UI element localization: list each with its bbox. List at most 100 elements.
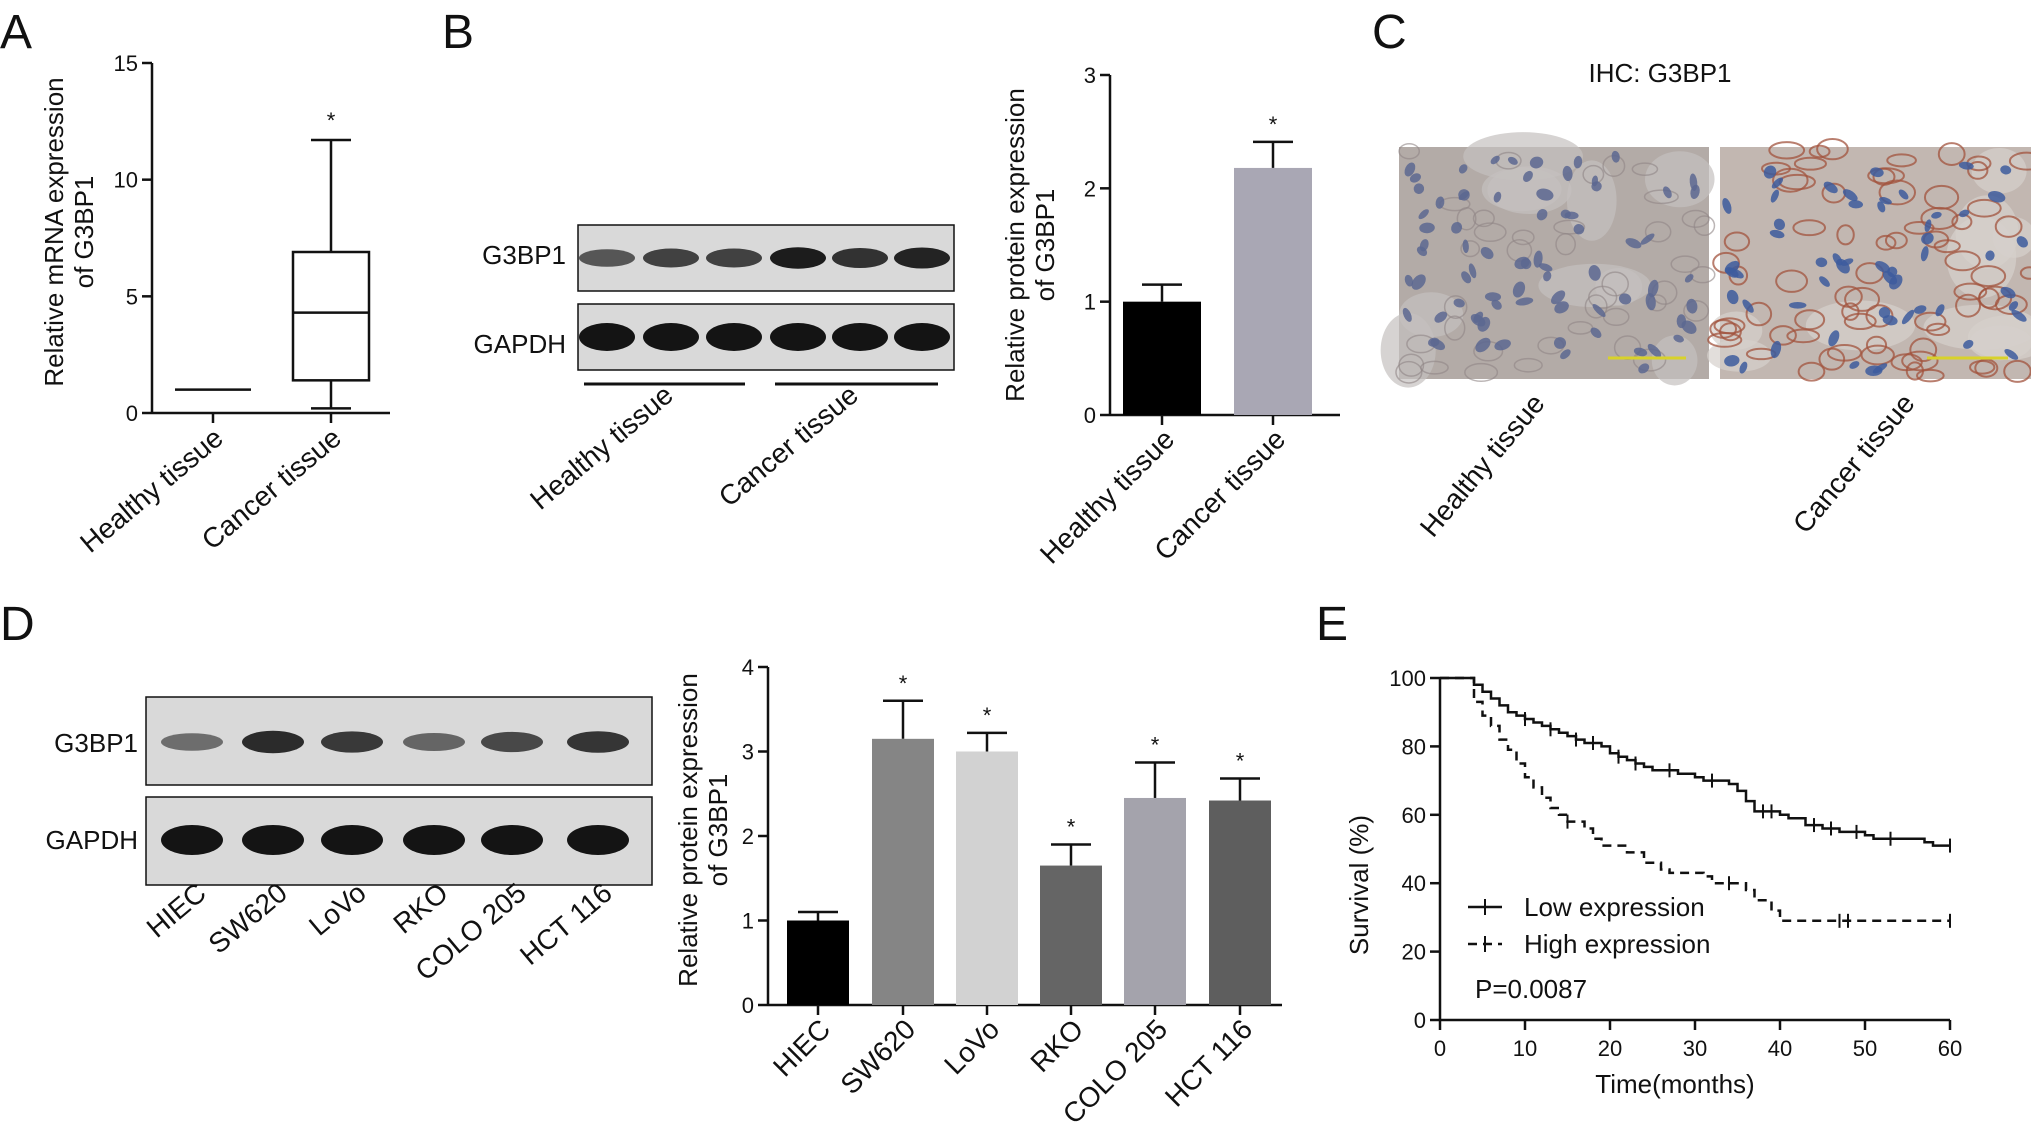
panel-b-ylabel-line1: Relative protein expression: [1000, 88, 1030, 402]
ihc-nucleus: [2004, 348, 2019, 360]
b-blot-group-label-healthy: Healthy tissue: [524, 379, 679, 516]
d-y-tick-label: 4: [742, 655, 754, 680]
ihc-nucleus: [1920, 246, 1929, 262]
ihc-nucleus: [1434, 311, 1448, 323]
ihc-nucleus: [1590, 327, 1602, 339]
ihc-nucleus: [1514, 256, 1530, 270]
b-band-g3bp1-3: [770, 247, 826, 269]
ihc-tissue-region: [1946, 216, 2017, 299]
ihc-nucleus: [1491, 299, 1502, 310]
e-series-low-line: [1440, 676, 1950, 847]
b-band-g3bp1-0: [579, 249, 635, 267]
d-band-g3bp1-4: [481, 731, 543, 753]
ihc-nucleus: [1419, 239, 1429, 252]
ihc-nucleus: [1462, 239, 1469, 254]
ihc-stain: [1793, 156, 1827, 171]
ihc-stain: [1955, 293, 1982, 318]
ihc-cell-outline: [1443, 295, 1468, 319]
ihc-stain: [1792, 219, 1827, 237]
ihc-nucleus: [1418, 209, 1429, 220]
ihc-nucleus: [1870, 167, 1884, 178]
legend-label-low: Low expression: [1524, 892, 1705, 922]
ihc-nucleus: [1726, 289, 1739, 305]
ihc-nucleus: [2008, 301, 2019, 311]
ihc-stain: [1916, 368, 1945, 383]
ihc-cell-outline: [1460, 240, 1481, 258]
ihc-nucleus: [1771, 177, 1784, 189]
ihc-nucleus: [1523, 170, 1533, 182]
ihc-nucleus: [1554, 301, 1569, 314]
d-bar-0: [787, 920, 849, 1005]
e-x-tick-label: 0: [1434, 1036, 1446, 1061]
ihc-nucleus: [1770, 340, 1782, 359]
ihc-tissue-region: [1969, 325, 2031, 361]
ihc-nucleus: [1490, 155, 1500, 165]
panel-letter-d: D: [0, 598, 35, 651]
ihc-image-healthy: [1380, 132, 1716, 388]
d-x-tick-label: HIEC: [767, 1013, 836, 1082]
d-blot-lane-label: SW620: [203, 877, 293, 960]
ihc-nucleus: [1507, 156, 1518, 165]
ihc-nucleus: [1475, 337, 1491, 353]
d-y-tick-label: 3: [742, 740, 754, 765]
panel-letter-b: B: [442, 6, 474, 59]
panel-e-xlabel: Time(months): [1595, 1069, 1754, 1099]
ihc-stain: [2008, 151, 2031, 171]
ihc-nucleus: [1889, 274, 1903, 290]
ihc-nucleus: [1480, 247, 1494, 260]
d-band-g3bp1-0: [161, 733, 223, 751]
d-band-gapdh-3: [403, 825, 465, 855]
ihc-nucleus: [1985, 250, 1995, 261]
ihc-nucleus: [1453, 298, 1465, 308]
b-blot-g3bp1-strip: [577, 224, 955, 292]
ihc-nucleus: [2011, 309, 2027, 322]
panel-letter-e: E: [1316, 598, 1348, 651]
ihc-stain: [1905, 361, 1925, 381]
ihc-nucleus: [1882, 315, 1898, 326]
ihc-tissue-region: [1644, 151, 1715, 208]
e-y-tick-label: 80: [1402, 734, 1426, 759]
panel-a-ylabel-line1: Relative mRNA expression: [39, 77, 69, 386]
ihc-nucleus: [1769, 229, 1785, 239]
ihc-cell-outline: [1644, 221, 1672, 243]
ihc-nucleus: [1647, 343, 1662, 358]
ihc-nucleus: [1402, 307, 1412, 322]
d-band-gapdh-5: [567, 825, 629, 855]
e-x-tick-label: 60: [1938, 1036, 1962, 1061]
panel-a-ylabel-line2: of G3BP1: [69, 176, 99, 289]
ihc-stain: [1944, 250, 1981, 272]
ihc-stain: [1914, 311, 1947, 332]
ihc-nucleus: [1681, 320, 1697, 334]
d-bar-1-significance: *: [899, 671, 908, 696]
ihc-stain: [1970, 265, 2007, 288]
ihc-nucleus: [1618, 293, 1632, 305]
ihc-nucleus: [1819, 276, 1830, 287]
panel-e-ylabel: Survival (%): [1344, 815, 1374, 955]
ihc-cell-outline: [1472, 209, 1495, 228]
ihc-stain: [1723, 231, 1751, 252]
a-y-tick-label: 5: [126, 284, 138, 309]
ihc-stain: [1974, 358, 1999, 378]
ihc-nucleus: [1625, 238, 1642, 249]
e-y-tick-label: 20: [1402, 940, 1426, 965]
ihc-nucleus: [1848, 200, 1864, 209]
ihc-nucleus: [1722, 198, 1732, 214]
ihc-cell-outline: [1681, 209, 1710, 228]
ihc-stain: [1816, 137, 1849, 161]
ihc-stain: [1875, 234, 1897, 251]
e-y-tick-label: 0: [1414, 1008, 1426, 1033]
ihc-nucleus: [1427, 337, 1440, 347]
d-blot-lane-label: RKO: [387, 877, 453, 940]
d-blot-lane-label: LoVo: [303, 877, 372, 942]
d-y-tick-label: 1: [742, 909, 754, 934]
ihc-stain: [1926, 322, 1951, 337]
ihc-nucleus: [1673, 334, 1684, 343]
ihc-nucleus: [1877, 201, 1886, 213]
ihc-cell-outline: [1511, 229, 1535, 246]
ihc-nucleus: [1494, 339, 1511, 351]
